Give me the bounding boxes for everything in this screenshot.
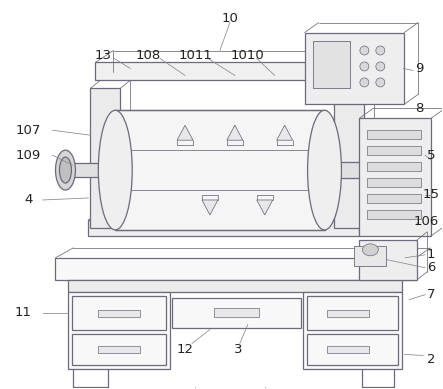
Text: 9: 9 <box>415 62 424 75</box>
Ellipse shape <box>360 78 369 87</box>
Ellipse shape <box>98 110 132 230</box>
Bar <box>313 40 350 88</box>
Bar <box>73 333 166 365</box>
Ellipse shape <box>376 62 385 71</box>
Bar <box>334 88 364 228</box>
Text: 4: 4 <box>24 193 33 207</box>
Ellipse shape <box>376 46 385 55</box>
Bar <box>303 292 402 370</box>
Bar <box>367 130 421 139</box>
Bar <box>327 310 369 317</box>
Text: 5: 5 <box>427 149 435 162</box>
Bar <box>69 280 402 292</box>
Bar <box>305 33 404 104</box>
Text: 1: 1 <box>427 248 435 261</box>
Ellipse shape <box>376 78 385 87</box>
Text: 109: 109 <box>16 149 41 162</box>
Text: 1011: 1011 <box>179 49 213 62</box>
Bar <box>359 118 431 236</box>
Bar <box>98 310 140 317</box>
Bar <box>172 298 301 328</box>
Bar <box>367 194 421 203</box>
Bar <box>90 88 120 228</box>
Text: 3: 3 <box>233 343 242 356</box>
Text: 2: 2 <box>427 353 435 366</box>
Text: 7: 7 <box>427 288 435 301</box>
Bar <box>69 292 170 370</box>
Bar <box>115 110 325 230</box>
Bar <box>95 63 364 81</box>
Ellipse shape <box>360 62 369 71</box>
Text: 108: 108 <box>136 49 161 62</box>
Bar <box>367 146 421 155</box>
Bar <box>367 178 421 187</box>
Bar <box>88 220 359 236</box>
Text: 107: 107 <box>16 124 41 137</box>
Ellipse shape <box>362 244 378 256</box>
Text: 15: 15 <box>423 189 439 202</box>
Bar <box>214 308 259 317</box>
Ellipse shape <box>59 157 71 183</box>
Bar <box>333 162 362 178</box>
Bar <box>367 162 421 171</box>
Ellipse shape <box>307 110 342 230</box>
Text: 106: 106 <box>413 216 439 228</box>
Bar <box>307 333 398 365</box>
Bar <box>98 347 140 354</box>
Ellipse shape <box>55 150 75 190</box>
Text: 11: 11 <box>14 306 31 319</box>
Text: 12: 12 <box>176 343 194 356</box>
Text: 10: 10 <box>222 12 238 25</box>
Bar <box>367 210 421 219</box>
Ellipse shape <box>360 46 369 55</box>
Polygon shape <box>257 200 273 215</box>
Text: 8: 8 <box>415 102 424 115</box>
Polygon shape <box>177 125 193 140</box>
Bar <box>359 240 417 280</box>
Text: 1010: 1010 <box>231 49 264 62</box>
Polygon shape <box>202 200 218 215</box>
Text: 13: 13 <box>95 49 112 62</box>
Polygon shape <box>227 125 243 140</box>
Bar <box>354 246 386 266</box>
Bar <box>307 296 398 329</box>
Polygon shape <box>277 125 293 140</box>
Text: 6: 6 <box>427 261 435 274</box>
Bar <box>73 296 166 329</box>
Bar <box>327 347 369 354</box>
Bar <box>67 163 107 177</box>
Bar <box>55 258 416 280</box>
